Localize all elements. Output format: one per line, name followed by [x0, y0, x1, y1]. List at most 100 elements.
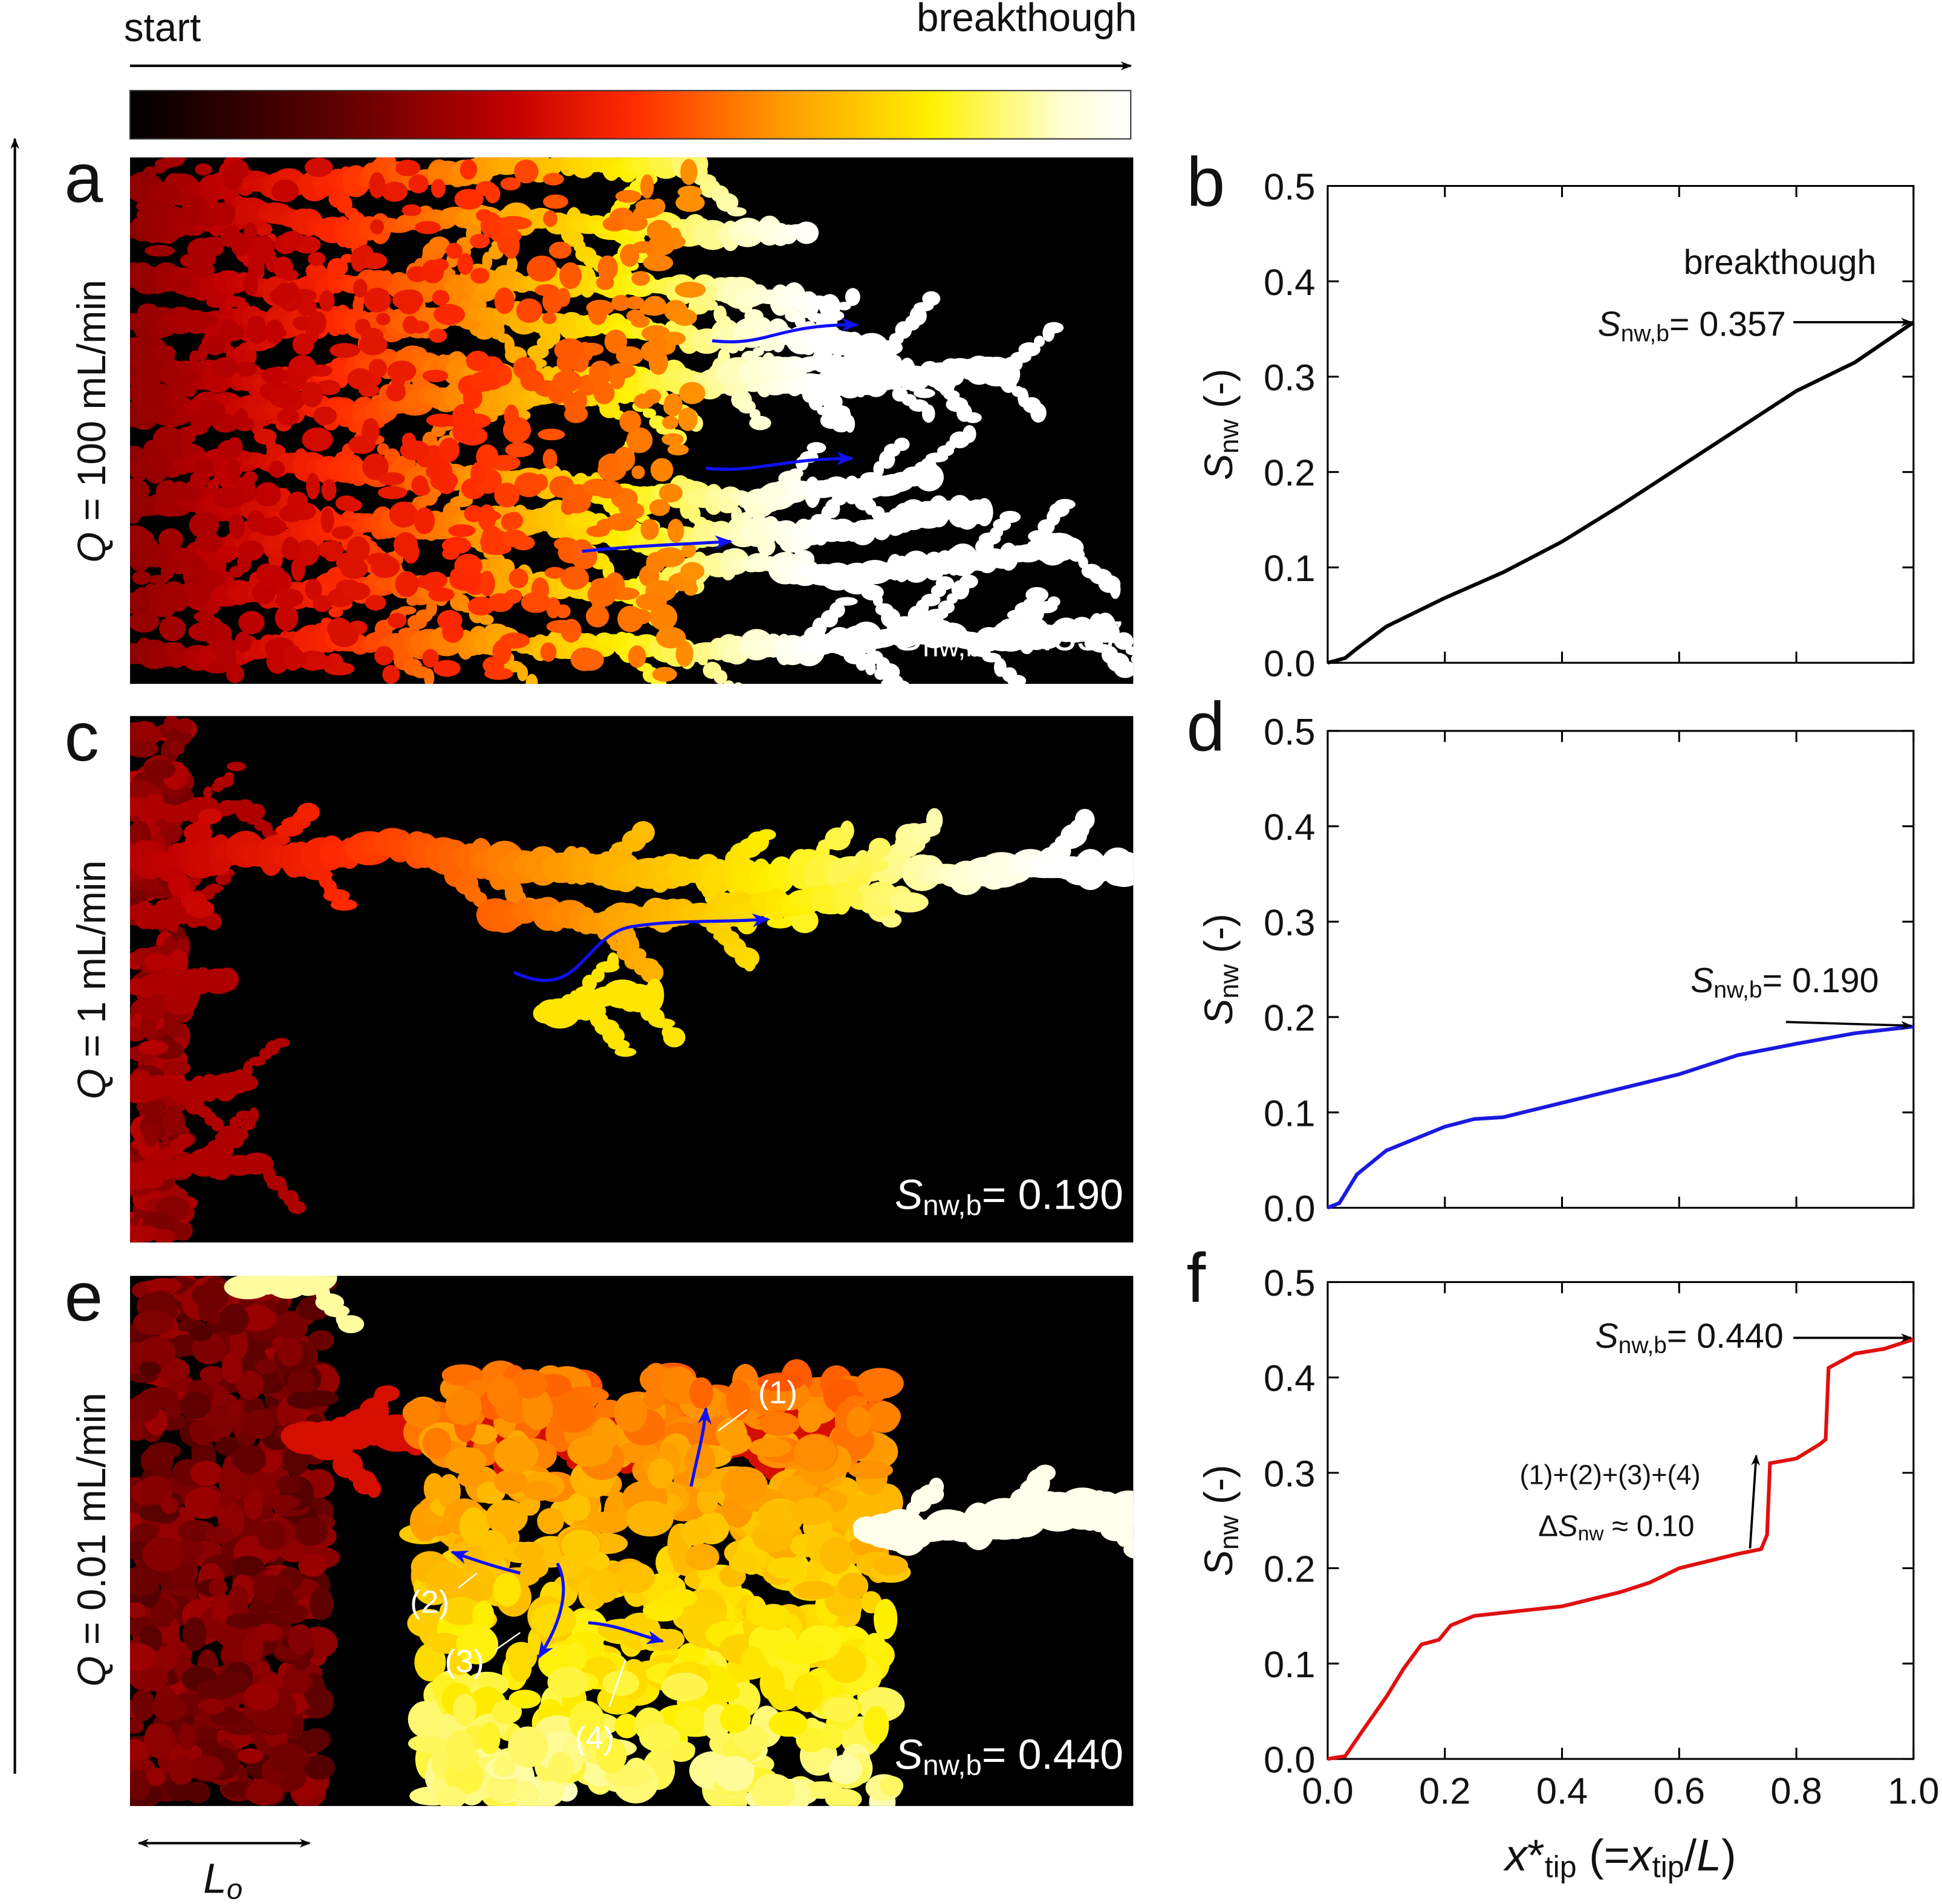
flow-blob	[556, 352, 577, 373]
flow-blob	[828, 1754, 863, 1784]
flow-blob	[596, 275, 614, 290]
flow-blob	[1138, 1546, 1155, 1573]
flow-blob	[505, 442, 534, 458]
flow-blob	[767, 1557, 807, 1579]
flow-blob	[661, 1672, 708, 1701]
data-line	[1327, 320, 1915, 665]
flow-blob	[196, 1679, 227, 1703]
y-tick-label: 0.0	[1264, 643, 1315, 685]
flow-blob	[640, 519, 659, 541]
flow-blob	[296, 802, 320, 822]
flow-blob	[716, 1417, 747, 1450]
flow-blob	[1054, 499, 1076, 510]
plot-frame	[1327, 730, 1915, 1209]
flow-blob	[368, 359, 388, 379]
flow-blob	[288, 1201, 307, 1214]
y-tick-label: 0.3	[1264, 357, 1315, 399]
flow-blob	[548, 241, 572, 259]
flow-blob	[499, 221, 518, 239]
flow-blob	[143, 759, 176, 779]
flow-blob	[223, 489, 247, 507]
text-part: S	[895, 612, 923, 660]
flow-blob	[466, 350, 490, 371]
flow-blob	[759, 1412, 800, 1437]
flow-blob	[999, 510, 1021, 523]
flow-blob	[206, 1414, 242, 1431]
flow-blob	[516, 298, 543, 323]
flow-blob	[234, 631, 252, 652]
flow-blob	[593, 381, 615, 405]
text-part: Q	[70, 1656, 114, 1687]
flow-blob	[206, 883, 224, 894]
flow-blob	[855, 651, 868, 671]
text-part: (-)	[1197, 369, 1241, 420]
flow-blob	[608, 1039, 630, 1050]
flow-blob	[513, 1541, 545, 1561]
flow-blob	[428, 328, 447, 343]
flow-blob	[726, 1379, 752, 1420]
flow-blob	[837, 302, 851, 311]
flow-blob	[210, 1117, 224, 1132]
flow-blob	[470, 461, 486, 486]
flow-blob	[493, 1469, 527, 1495]
flow-blob	[441, 537, 472, 554]
flow-blob	[397, 606, 417, 615]
flow-blob	[546, 620, 577, 634]
flow-blob	[926, 808, 943, 833]
flow-blob	[138, 1040, 169, 1056]
flow-blob	[779, 1640, 825, 1665]
flow-blob	[508, 1726, 548, 1768]
flow-blob	[796, 1727, 827, 1753]
flow-blob	[374, 646, 394, 666]
flow-blob	[300, 382, 323, 408]
flow-blob	[873, 1555, 908, 1576]
flow-blob	[632, 241, 655, 253]
flow-blob	[757, 1373, 804, 1392]
flow-blob	[130, 740, 159, 758]
text-part: breakthough	[1684, 243, 1877, 282]
flow-blob	[479, 570, 495, 597]
flow-blob	[370, 219, 385, 235]
annotation-arrow	[1749, 1454, 1760, 1548]
flow-blob	[615, 1562, 655, 1593]
flow-blob	[675, 193, 705, 212]
text-part: o	[227, 1874, 242, 1904]
y-tick-label: 0.2	[1264, 1548, 1315, 1590]
flow-blob	[611, 294, 631, 311]
flow-blob	[646, 219, 673, 242]
flow-blob	[130, 1602, 147, 1619]
flow-blob	[446, 1730, 475, 1771]
pathway-label: (1)	[758, 1375, 797, 1411]
flow-blob	[567, 1435, 612, 1467]
flow-blob	[555, 604, 571, 619]
flow-blob	[192, 361, 206, 373]
flow-blob	[242, 1061, 253, 1079]
flow-blob	[922, 291, 941, 307]
flow-blob	[274, 604, 299, 631]
flow-blob	[475, 329, 493, 340]
flow-blob	[189, 1324, 213, 1341]
flow-blob	[476, 444, 499, 470]
flow-blob	[1034, 1464, 1056, 1481]
flow-blob	[946, 368, 964, 386]
flow-blob	[369, 172, 386, 199]
text-part: nw,b	[923, 1190, 981, 1222]
flow-pattern	[130, 1276, 1155, 1806]
flow-blob	[719, 1704, 751, 1733]
flow-blob	[362, 418, 380, 444]
flow-blob	[143, 1723, 176, 1759]
flow-blob	[151, 1597, 175, 1628]
flow-blob	[807, 442, 826, 453]
flow-blob	[146, 1767, 166, 1786]
flow-blob	[749, 1437, 792, 1458]
flow-blob	[264, 1495, 300, 1510]
flow-blob	[658, 686, 675, 700]
flow-blob	[308, 252, 326, 266]
x-tick-label: 0.8	[1770, 1770, 1822, 1812]
flow-blob	[1109, 580, 1121, 599]
flow-blob	[675, 281, 706, 298]
flow-blob	[684, 1443, 716, 1479]
flow-blob	[149, 648, 166, 663]
flow-blob	[825, 1789, 862, 1806]
